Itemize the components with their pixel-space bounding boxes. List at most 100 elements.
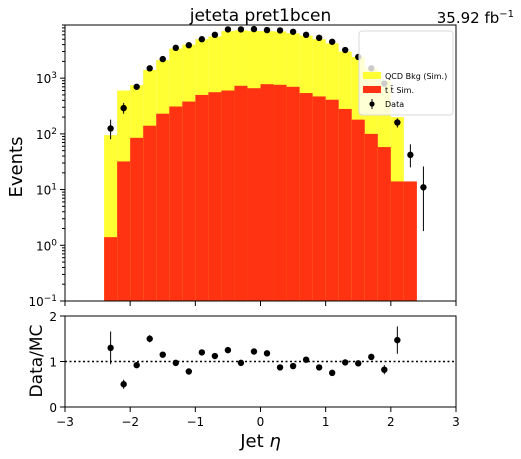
x-tick-label: −1 [186,415,204,429]
ttbar-bin [260,84,274,301]
ratio-point [276,364,284,371]
ttbar-bin [390,181,404,301]
ratio-point [342,359,349,366]
ratio-point [289,362,297,370]
data-point [224,26,232,33]
data-point [342,46,349,54]
ratio-point [328,369,336,377]
legend-swatch [363,72,381,79]
main-y-tick-label-base: 10 [36,72,51,86]
ratio-point [315,364,323,371]
ttbar-bin [338,108,352,302]
ratio-y-axis: 0 1 2 [49,310,65,415]
ttbar-bin [195,94,209,301]
x-axis-label-symbol: η [269,431,280,452]
main-y-tick-label: 10−1 [28,294,57,309]
data-point [146,65,153,72]
data-point [394,119,401,126]
ttbar-bin [156,113,170,301]
main-y-tick-label: 103 [36,71,57,86]
main-y-tick-label-exp: 3 [51,71,57,81]
ratio-point [107,344,114,352]
x-tick-label: 0 [257,415,265,429]
data-point [302,31,310,39]
ttbar-bin [130,137,144,301]
ratio-x-axis: −3 −2 −1 0 1 2 3 [56,407,460,429]
data-point [407,151,414,159]
legend-box [358,30,454,116]
ttbar-bin [182,101,196,302]
main-y-tick-label: 101 [36,183,57,198]
data-point [276,27,284,34]
x-tick-label: 2 [387,415,395,429]
ttbar-bin [247,88,261,301]
ttbar-bin [351,119,365,302]
data-point [133,83,140,90]
ratio-point [355,360,362,367]
main-plot-area [104,25,427,302]
data-point [289,28,297,35]
main-y-tick-label: 102 [36,127,57,142]
main-y-tick-label-exp: −1 [44,294,57,304]
data-point [315,34,323,42]
ratio-y-tick-label: 2 [49,310,57,324]
main-y-tick-label-base: 10 [36,239,51,253]
legend-label: Data [385,100,404,109]
data-point [263,26,271,34]
ratio-point [237,359,245,367]
lumi-label: 35.92 fb−1 [437,9,514,27]
lumi-unit-exponent: −1 [499,9,514,20]
legend-swatch [363,86,381,93]
ratio-point [224,346,232,354]
main-y-tick-label-base: 10 [36,184,51,198]
x-axis-label-text: Jet [239,431,269,452]
legend-marker [369,101,375,107]
legend: QCD Bkg (Sim.) t t̄ Sim. Data [358,30,454,116]
ratio-point [133,361,140,369]
data-point [211,31,219,39]
ratio-point [263,350,271,357]
ratio-point [172,359,179,367]
x-tick-label: 1 [322,415,330,429]
legend-label: t t̄ Sim. [385,85,414,95]
ttbar-bin [312,96,326,301]
data-point [328,38,336,45]
ratio-point [368,353,375,361]
ratio-point [120,381,127,388]
ttbar-bin [143,125,157,302]
main-y-axis-label: Events [6,137,27,198]
x-tick-label: 3 [452,415,460,429]
legend-label: QCD Bkg (Sim.) [385,72,447,81]
ttbar-bin [377,147,391,301]
ratio-point [185,368,193,375]
ratio-y-tick-label: 0 [49,401,57,415]
data-point [420,184,427,191]
ratio-point [302,356,310,363]
data-point [172,44,179,52]
ttbar-bin [104,237,118,301]
ratio-panel: 0 1 2 −3 −2 −1 0 1 2 3 Data/MC Jet η [27,310,460,452]
ratio-point [250,348,258,355]
data-point [159,55,166,63]
ttbar-bin [286,86,300,301]
ttbar-bin [403,181,417,301]
x-tick-label: −3 [56,415,74,429]
ratio-y-tick-label: 1 [49,356,57,370]
ttbar-bin [325,99,339,302]
data-point [185,42,193,49]
ttbar-bin [221,90,235,302]
ttbar-bin [273,84,287,301]
data-point [250,25,258,33]
main-y-tick-label: 100 [36,238,57,253]
main-y-tick-label-exp: 0 [51,238,57,248]
ratio-point [159,351,166,358]
ttbar-bin [208,92,222,301]
ttbar-bin [234,85,248,301]
data-point [120,104,127,112]
x-tick-label: −2 [121,415,139,429]
main-y-tick-label-exp: 2 [51,127,57,137]
main-y-tick-label-exp: 1 [51,183,57,193]
ttbar-bin [364,133,378,301]
